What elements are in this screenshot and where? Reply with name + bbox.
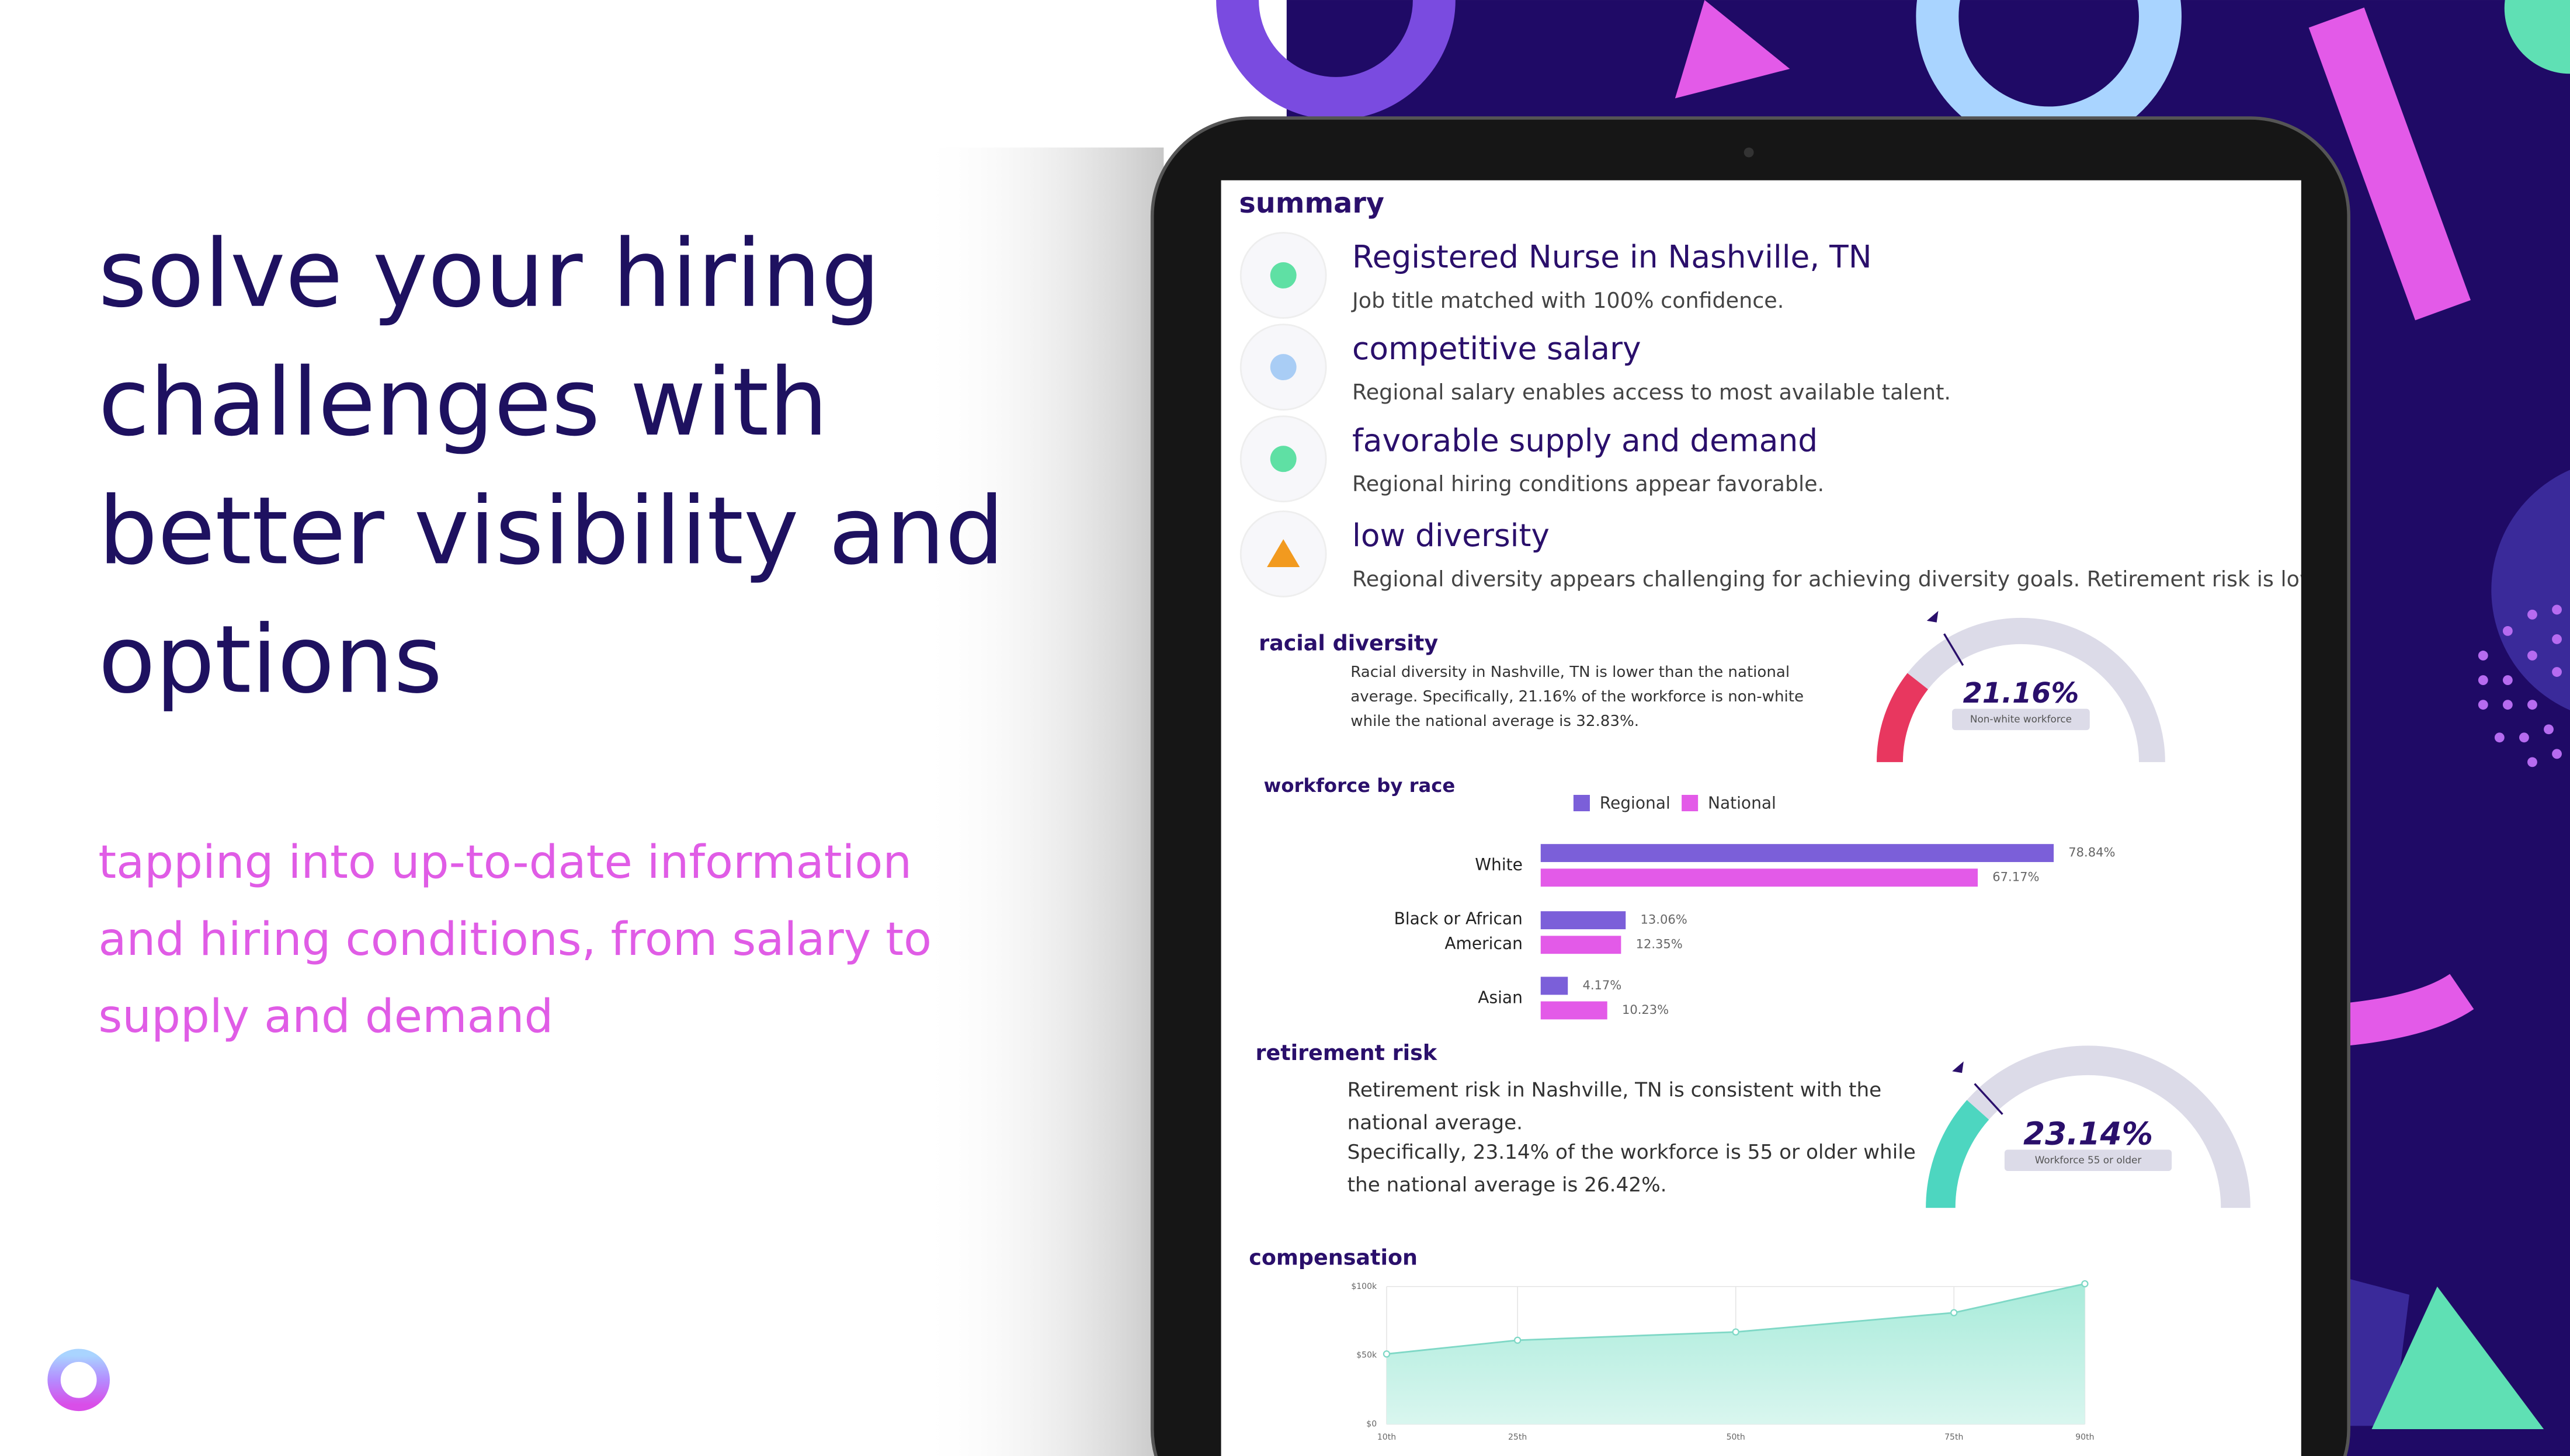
- section-text-box: Retirement risk in Nashville, TN is cons…: [1347, 1078, 1882, 1134]
- section-text: Retirement risk in Nashville, TN is cons…: [1347, 1078, 1882, 1134]
- gauge-caption-bg: [2004, 1149, 2172, 1171]
- screen-content: summary Registered Nurse in Nashville, TN…: [1239, 187, 2322, 1442]
- decor-triangle: [2371, 1286, 2544, 1429]
- point: [1513, 1336, 1522, 1344]
- chart-title: workforce by race: [1264, 774, 1456, 797]
- bar-value-label: 13.06%: [1641, 912, 1687, 927]
- gauge-caption: Workforce 55 or older: [2035, 1154, 2142, 1166]
- point: [2081, 1280, 2089, 1288]
- y-tick-label: $100k: [1351, 1282, 1377, 1291]
- bar: [1540, 936, 1621, 954]
- category-label-box: White: [1475, 856, 1523, 875]
- point: [1732, 1328, 1739, 1336]
- headline-line: better visibility and: [98, 477, 1004, 585]
- bar: [1540, 977, 1568, 995]
- gauge-marker: [1943, 633, 1964, 666]
- decor-bar: [2308, 7, 2471, 321]
- summary-item-title: Registered Nurse in Nashville, TN: [1352, 239, 1872, 275]
- decor-circle: [2491, 470, 2570, 710]
- bar: [1540, 868, 1978, 887]
- area: [1386, 1284, 2085, 1424]
- summary-item-text: Regional hiring conditions appear favora…: [1352, 471, 1824, 496]
- decor-dots: [2478, 604, 2562, 767]
- section-text: Racial diversity in Nashville, TN is low…: [1350, 663, 1804, 731]
- gauge-value-label: 21.16%: [1963, 677, 2079, 710]
- check-icon: [1270, 262, 1297, 289]
- decor-arc: [2345, 974, 2474, 1046]
- warning-icon: [1267, 539, 1300, 567]
- info-icon: [1270, 354, 1297, 381]
- subheading-line: and hiring conditions, from salary to: [98, 912, 932, 966]
- summary-item-title: low diversity: [1352, 517, 1550, 554]
- decor-triangle: [1675, 0, 1790, 99]
- x-tick-label: 25th: [1508, 1433, 1527, 1442]
- legend-swatch: [1573, 794, 1590, 812]
- gauge-value: [1877, 673, 1929, 763]
- bar-value-label: 12.35%: [1636, 937, 1683, 951]
- gauge-marker-arrow: [1952, 1061, 1964, 1073]
- gauge-value-label: 23.14%: [2023, 1116, 2153, 1152]
- bar-value-label: 10.23%: [1622, 1002, 1669, 1017]
- category-label: White: [1475, 856, 1523, 875]
- category-label: Black or African American: [1394, 911, 1523, 954]
- legend-label: National: [1708, 793, 1776, 812]
- tablet-camera: [1744, 147, 1754, 158]
- y-tick-label: $0: [1366, 1420, 1377, 1429]
- category-label: Asian: [1478, 989, 1523, 1007]
- summary-item-title: competitive salary: [1352, 331, 1641, 367]
- headline-line: solve your hiring: [98, 220, 880, 328]
- bar: [1540, 844, 2054, 863]
- gauge-caption: Non-white workforce: [1970, 713, 2072, 725]
- tablet-screen: [1221, 180, 2301, 1456]
- summary-item-title: favorable supply and demand: [1352, 422, 1818, 458]
- category-label-box: Asian: [1478, 989, 1523, 1007]
- category-label-box: Black or African American: [1394, 911, 1523, 954]
- summary-item-text: Regional salary enables access to most a…: [1352, 380, 1951, 405]
- bar-value-label: 78.84%: [2068, 845, 2115, 860]
- summary-title: summary: [1239, 187, 1384, 220]
- y-tick-label: $50k: [1356, 1351, 1377, 1360]
- x-tick-label: 75th: [1944, 1433, 1963, 1442]
- logo: [47, 1349, 110, 1412]
- section-title: retirement risk: [1255, 1040, 1437, 1065]
- x-tick-label: 50th: [1727, 1433, 1745, 1442]
- legend-label: Regional: [1600, 793, 1670, 812]
- section-text: Specifically, 23.14% of the workforce is…: [1347, 1141, 1916, 1196]
- check-icon: [1270, 446, 1297, 472]
- point: [1950, 1309, 1958, 1316]
- headline-line: challenges with: [98, 348, 828, 457]
- point: [1383, 1350, 1391, 1358]
- x-tick-label: 10th: [1377, 1433, 1396, 1442]
- gauge-marker: [1974, 1083, 2003, 1115]
- decor-ring: [1216, 0, 1456, 120]
- section-text-box: Racial diversity in Nashville, TN is low…: [1350, 663, 1804, 731]
- x-tick-label: 90th: [2075, 1433, 2094, 1442]
- summary-item-text: Job title matched with 100% confidence.: [1351, 288, 1784, 313]
- tablet-shadow: [918, 147, 1164, 1456]
- summary-item-text: Regional diversity appears challenging f…: [1352, 567, 2322, 592]
- section-title: racial diversity: [1259, 630, 1438, 655]
- section-text-box: Specifically, 23.14% of the workforce is…: [1347, 1141, 1916, 1196]
- headline-line: options: [98, 606, 442, 714]
- decor-circle: [2504, 0, 2570, 74]
- legend-swatch: [1682, 794, 1699, 812]
- bar-value-label: 4.17%: [1582, 978, 1621, 992]
- chart-title: compensation: [1249, 1245, 1418, 1270]
- bar: [1540, 911, 1626, 930]
- subheading-line: supply and demand: [98, 989, 553, 1043]
- gauge-marker-arrow: [1926, 611, 1939, 623]
- bar-value-label: 67.17%: [1992, 870, 2039, 884]
- gauge-caption-bg: [1952, 708, 2090, 731]
- subheading-line: tapping into up-to-date information: [98, 835, 912, 889]
- gauge-value: [1926, 1100, 1989, 1208]
- bar: [1540, 1001, 1607, 1020]
